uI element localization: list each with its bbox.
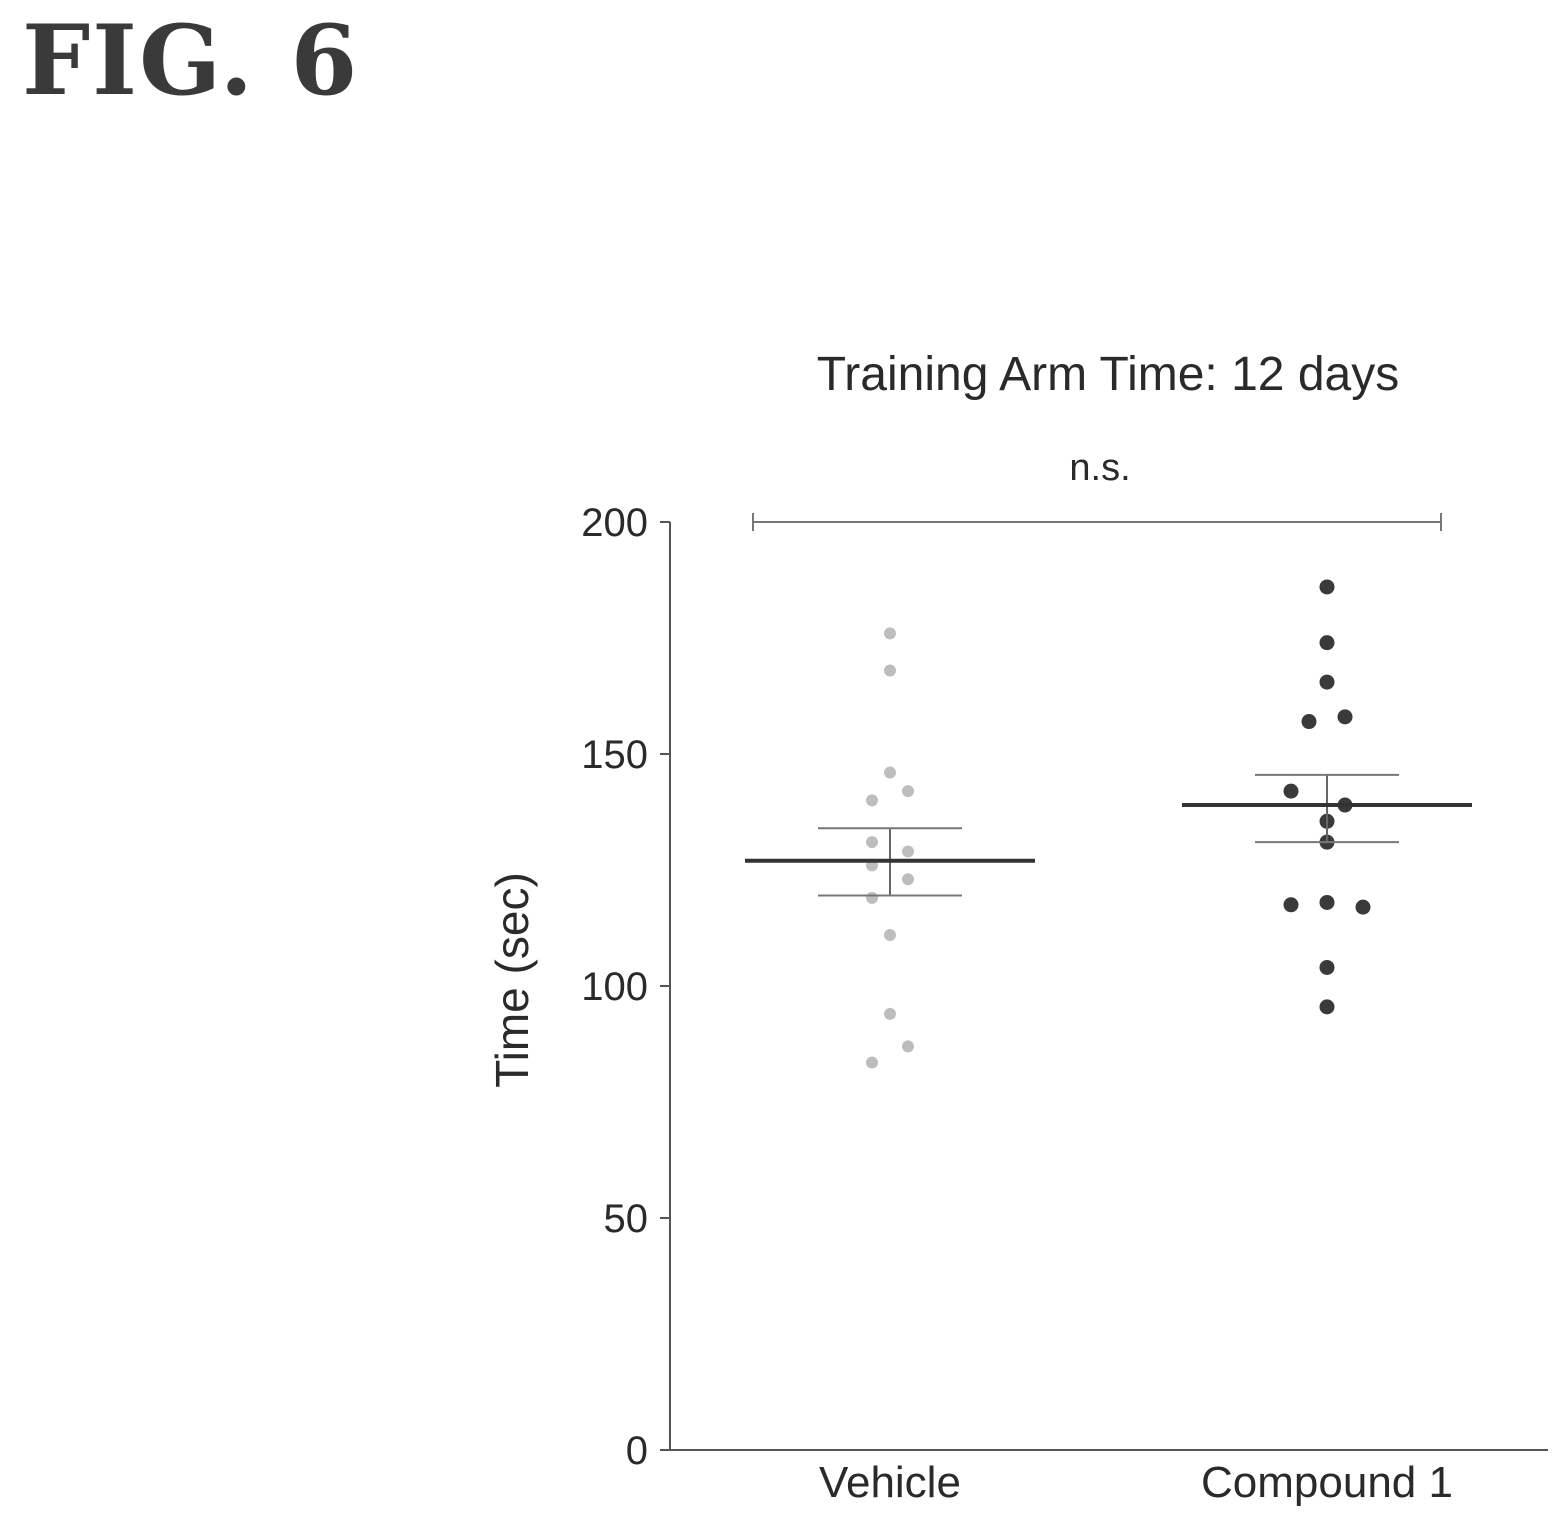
significance-bracket [752,513,1442,531]
x-categories: Vehicle Compound 1 [819,1458,1453,1507]
group-compound-1 [1182,579,1472,1015]
data-point [902,873,914,886]
data-point [1355,899,1371,915]
data-point [866,794,878,807]
data-point [1319,894,1335,910]
data-point [1283,897,1299,913]
x-category-label: Vehicle [819,1458,961,1507]
y-tick-label: 100 [581,965,648,1009]
data-point [866,1056,878,1069]
data-groups [745,579,1472,1069]
data-point [1337,709,1353,725]
data-point [902,845,914,858]
data-point [902,785,914,798]
data-point [1283,783,1299,799]
data-point [1319,579,1335,595]
y-tick-label: 200 [581,501,648,545]
data-point [884,1007,896,1020]
group-vehicle [745,627,1035,1069]
data-point [1319,674,1335,690]
data-point [1319,959,1335,975]
data-point [884,664,896,677]
data-point [884,928,896,941]
x-category-label: Compound 1 [1201,1458,1453,1507]
chart-title: Training Arm Time: 12 days [817,348,1399,401]
data-point [884,627,896,640]
y-tick-label: 50 [604,1197,649,1241]
data-point [884,766,896,779]
y-axis-label: Time (sec) [486,872,538,1088]
data-point [1319,999,1335,1015]
axes [669,522,1548,1451]
significance-label: n.s. [1069,447,1130,489]
y-tick-label: 0 [626,1429,648,1473]
data-point [866,836,878,849]
data-point [866,891,878,904]
y-ticks: 0 50 100 150 200 [581,501,670,1473]
data-point [1301,714,1317,730]
figure-label: FIG. 6 [22,4,360,117]
y-tick-label: 150 [581,733,648,777]
data-point [1319,635,1335,651]
data-point [902,1040,914,1053]
